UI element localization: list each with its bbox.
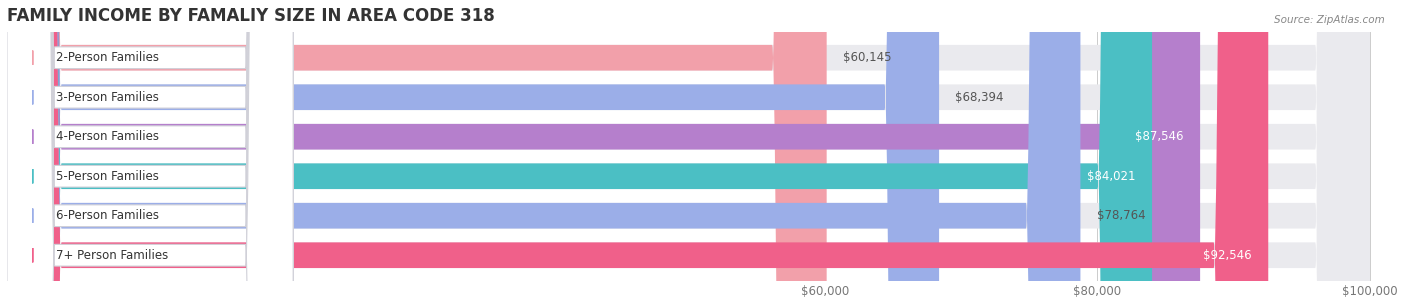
FancyBboxPatch shape bbox=[7, 0, 1369, 305]
FancyBboxPatch shape bbox=[7, 0, 827, 305]
FancyBboxPatch shape bbox=[7, 0, 1369, 305]
Text: 6-Person Families: 6-Person Families bbox=[56, 209, 159, 222]
FancyBboxPatch shape bbox=[7, 0, 294, 305]
FancyBboxPatch shape bbox=[7, 0, 1268, 305]
Text: $87,546: $87,546 bbox=[1135, 130, 1184, 143]
FancyBboxPatch shape bbox=[7, 0, 294, 305]
Text: $84,021: $84,021 bbox=[1087, 170, 1136, 183]
Text: Source: ZipAtlas.com: Source: ZipAtlas.com bbox=[1274, 15, 1385, 25]
FancyBboxPatch shape bbox=[7, 0, 1152, 305]
FancyBboxPatch shape bbox=[7, 0, 294, 305]
FancyBboxPatch shape bbox=[7, 0, 1369, 305]
Text: FAMILY INCOME BY FAMALIY SIZE IN AREA CODE 318: FAMILY INCOME BY FAMALIY SIZE IN AREA CO… bbox=[7, 7, 495, 25]
FancyBboxPatch shape bbox=[7, 0, 939, 305]
Text: $78,764: $78,764 bbox=[1097, 209, 1146, 222]
Text: $92,546: $92,546 bbox=[1204, 249, 1251, 262]
Text: $68,394: $68,394 bbox=[956, 91, 1004, 104]
FancyBboxPatch shape bbox=[7, 0, 1080, 305]
Text: 7+ Person Families: 7+ Person Families bbox=[56, 249, 167, 262]
FancyBboxPatch shape bbox=[7, 0, 1369, 305]
FancyBboxPatch shape bbox=[7, 0, 294, 305]
FancyBboxPatch shape bbox=[7, 0, 1369, 305]
Text: 5-Person Families: 5-Person Families bbox=[56, 170, 159, 183]
FancyBboxPatch shape bbox=[7, 0, 294, 305]
Text: 2-Person Families: 2-Person Families bbox=[56, 51, 159, 64]
FancyBboxPatch shape bbox=[7, 0, 294, 305]
Text: $60,145: $60,145 bbox=[844, 51, 891, 64]
FancyBboxPatch shape bbox=[7, 0, 1201, 305]
FancyBboxPatch shape bbox=[7, 0, 1369, 305]
Text: 3-Person Families: 3-Person Families bbox=[56, 91, 159, 104]
Text: 4-Person Families: 4-Person Families bbox=[56, 130, 159, 143]
